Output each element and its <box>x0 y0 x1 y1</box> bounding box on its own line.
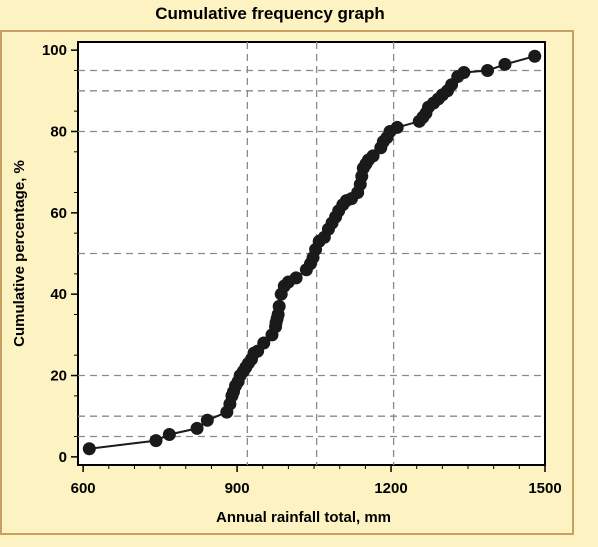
data-point <box>200 413 214 427</box>
y-tick-label: 0 <box>59 449 67 466</box>
chart-frame <box>0 30 574 535</box>
data-point <box>366 149 380 163</box>
data-point <box>82 442 96 456</box>
data-point <box>457 66 471 80</box>
y-tick-label: 20 <box>50 368 67 385</box>
y-axis-label: Cumulative percentage, % <box>11 160 28 347</box>
data-point <box>257 336 271 350</box>
y-tick-label: 40 <box>50 286 67 303</box>
x-tick-label: 900 <box>225 480 250 497</box>
data-point <box>481 63 495 77</box>
data-point <box>162 427 176 441</box>
data-point <box>149 434 163 448</box>
data-point <box>498 57 512 71</box>
x-tick-label: 600 <box>71 480 96 497</box>
data-series <box>82 49 542 456</box>
data-point <box>289 271 303 285</box>
data-point <box>390 120 404 134</box>
y-tick-label: 60 <box>50 205 67 222</box>
data-point <box>272 299 286 313</box>
y-tick-label: 100 <box>42 42 67 59</box>
x-tick-label: 1200 <box>374 480 407 497</box>
data-point <box>528 49 542 63</box>
y-tick-label: 80 <box>50 123 67 140</box>
chart-title: Cumulative frequency graph <box>155 4 385 23</box>
x-axis-label: Annual rainfall total, mm <box>216 509 391 526</box>
x-tick-label: 1500 <box>528 480 561 497</box>
axis-ticks: 0 20 40 60 80 100 600 900 1200 1500 <box>42 42 562 497</box>
data-point <box>190 421 204 435</box>
